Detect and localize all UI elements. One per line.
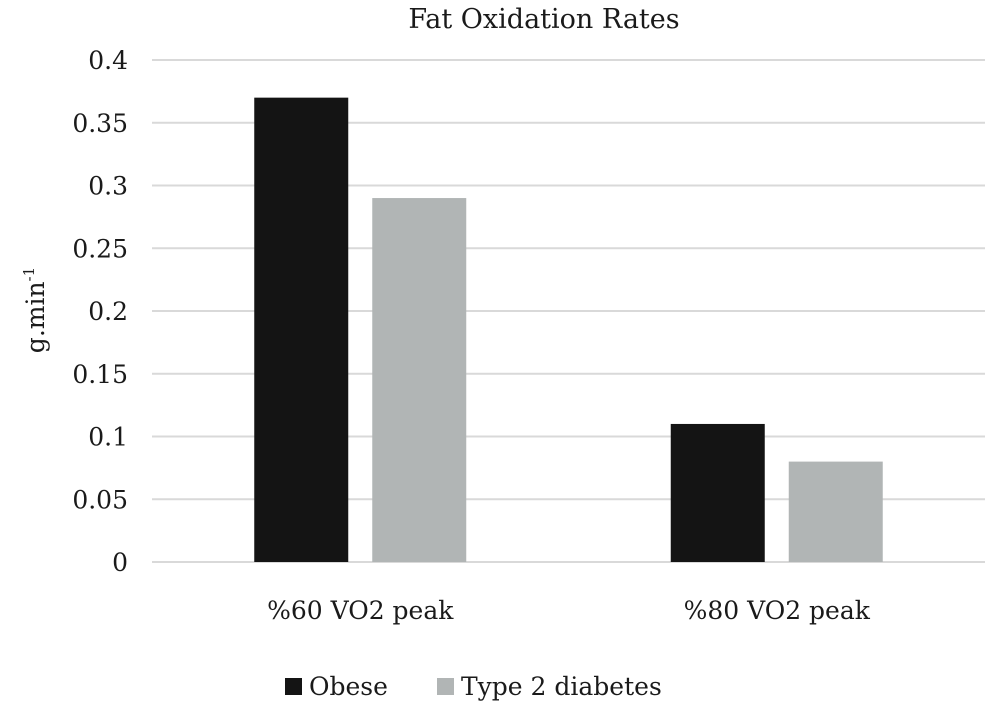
legend-swatch <box>437 678 454 695</box>
y-axis-label-superscript: -1 <box>20 267 38 282</box>
x-category-label: %80 VO2 peak <box>684 596 871 625</box>
bar-type-2-diabetes-1 <box>372 198 467 563</box>
chart-title: Fat Oxidation Rates <box>408 4 679 35</box>
legend-label: Type 2 diabetes <box>461 672 662 701</box>
y-tick-label: 0.15 <box>72 360 128 389</box>
y-tick-label: 0 <box>112 548 128 577</box>
x-axis-categories: %60 VO2 peak %80 VO2 peak <box>267 596 871 625</box>
legend-label: Obese <box>309 672 388 701</box>
y-tick-label: 0.05 <box>72 485 128 514</box>
y-tick-label: 0.35 <box>72 109 128 138</box>
y-tick-label: 0.1 <box>88 423 128 452</box>
y-axis-ticks: 0 0.05 0.1 0.15 0.2 0.25 0.3 0.35 0.4 <box>72 46 128 577</box>
bar-obese-1 <box>254 97 349 563</box>
bar-type-2-diabetes-2 <box>788 461 883 562</box>
y-tick-label: 0.25 <box>72 234 128 263</box>
bars <box>254 97 883 563</box>
y-tick-label: 0.3 <box>88 172 128 201</box>
y-tick-label: 0.2 <box>88 297 128 326</box>
y-axis-label-text: g.min <box>21 281 50 353</box>
x-category-label: %60 VO2 peak <box>267 596 454 625</box>
legend: Obese Type 2 diabetes <box>285 672 662 701</box>
bar-obese-2 <box>670 423 765 562</box>
legend-swatch <box>285 678 302 695</box>
y-axis-label: g.min-1 <box>20 267 50 353</box>
y-tick-label: 0.4 <box>88 46 128 75</box>
